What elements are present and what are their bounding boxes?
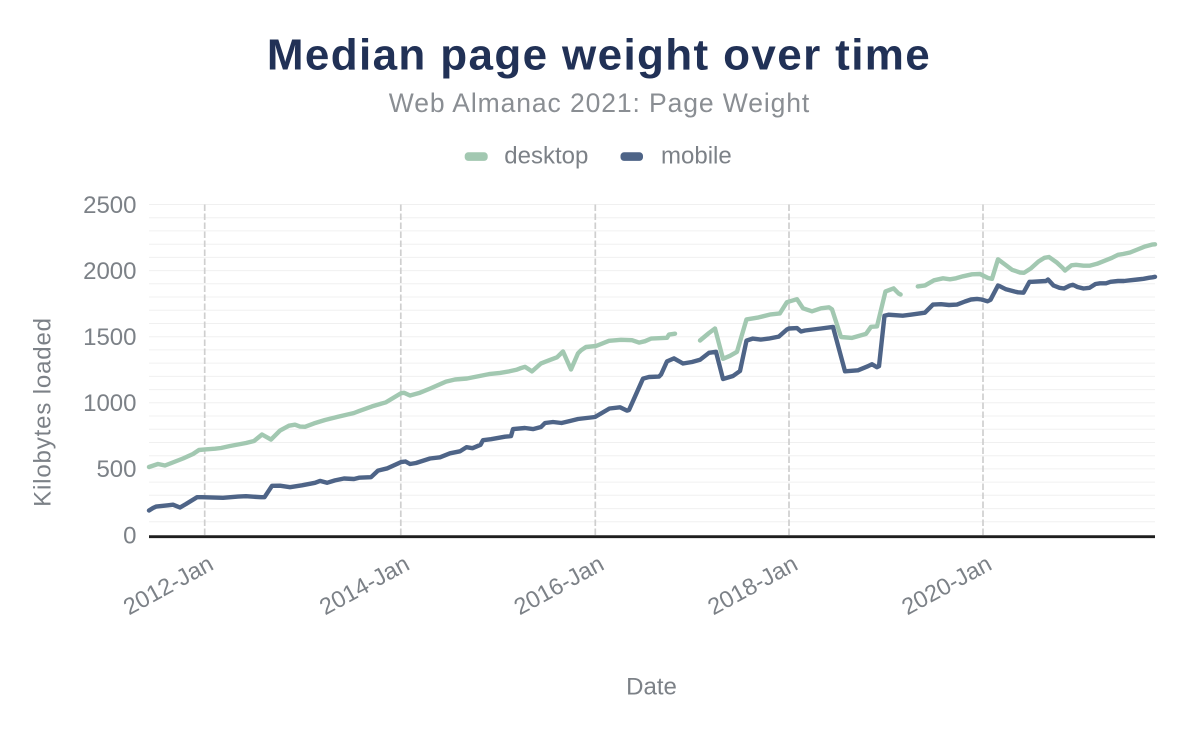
svg-text:Kilobytes loaded: Kilobytes loaded [30, 317, 57, 507]
svg-text:0: 0 [123, 522, 136, 549]
svg-text:Median page weight over time: Median page weight over time [267, 31, 931, 80]
svg-text:Date: Date [626, 673, 677, 700]
svg-text:2500: 2500 [83, 192, 136, 219]
svg-text:500: 500 [96, 456, 136, 483]
svg-text:1000: 1000 [83, 390, 136, 417]
svg-text:desktop: desktop [504, 143, 588, 170]
svg-text:Web Almanac 2021: Page Weight: Web Almanac 2021: Page Weight [389, 88, 810, 118]
svg-text:1500: 1500 [83, 324, 136, 351]
svg-text:2000: 2000 [83, 258, 136, 285]
svg-text:mobile: mobile [661, 143, 732, 170]
